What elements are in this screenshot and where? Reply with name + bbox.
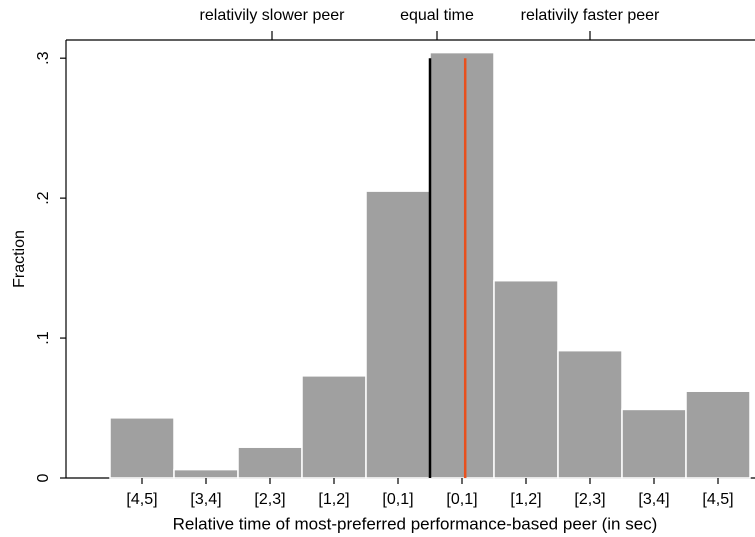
bar	[173, 468, 239, 479]
top-label: relativily faster peer	[521, 7, 660, 24]
x-tick-label: [3,4]	[190, 491, 221, 508]
top-label: equal time	[400, 7, 474, 24]
y-tick-label: .1	[35, 331, 52, 344]
bar	[621, 408, 687, 479]
x-tick-label: [2,3]	[254, 491, 285, 508]
x-tick-label: [0,1]	[446, 491, 477, 508]
bar	[685, 390, 751, 479]
bar	[429, 51, 495, 479]
bar	[557, 349, 623, 479]
x-tick-label: [1,2]	[510, 491, 541, 508]
y-tick-label: .2	[35, 191, 52, 204]
x-axis-title: Relative time of most-preferred performa…	[173, 514, 658, 533]
bar	[109, 417, 175, 479]
x-tick-label: [4,5]	[702, 491, 733, 508]
y-tick-label: .3	[35, 51, 52, 64]
x-tick-label: [2,3]	[574, 491, 605, 508]
x-tick-label: [0,1]	[382, 491, 413, 508]
y-tick-label: 0	[35, 473, 52, 482]
x-tick-label: [4,5]	[126, 491, 157, 508]
top-label: relativily slower peer	[200, 7, 346, 24]
bar	[301, 375, 367, 479]
y-axis-title: Fraction	[11, 230, 28, 288]
bar	[365, 190, 431, 479]
bar	[237, 446, 303, 479]
x-tick-label: [3,4]	[638, 491, 669, 508]
bar	[493, 279, 559, 479]
x-tick-label: [1,2]	[318, 491, 349, 508]
